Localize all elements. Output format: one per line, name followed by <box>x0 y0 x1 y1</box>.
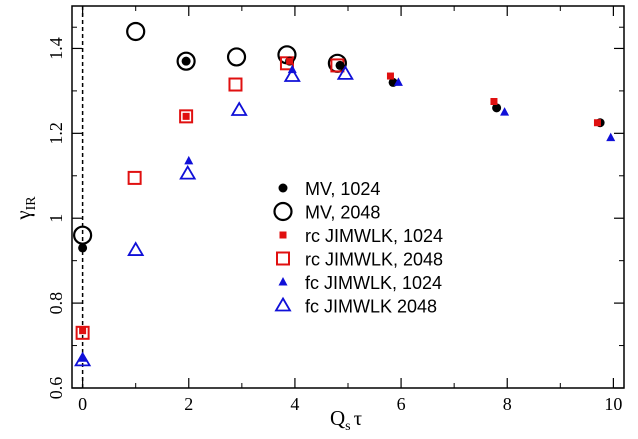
legend-label-fc-jimwlk-1024: fc JIMWLK, 1024 <box>305 273 442 293</box>
data-point-rc-jimwlk-1024 <box>79 327 87 335</box>
data-point-rc-jimwlk-2048 <box>127 170 142 185</box>
data-point-mv-1024 <box>335 60 345 70</box>
legend-marker-fc-jimwlk-1024 <box>278 277 288 286</box>
y-axis-title: γIR <box>11 196 39 221</box>
data-point-fc-jimwlk-2048 <box>127 241 145 256</box>
legend: MV, 1024 MV, 2048 rc JIMWLK, 1024 rc JIMWLK… <box>273 179 443 317</box>
y-tick-label: 0.8 <box>46 292 66 315</box>
legend-label-rc-jimwlk-2048: rc JIMWLK, 2048 <box>305 250 443 270</box>
legend-label-mv-2048: MV, 2048 <box>305 203 380 223</box>
x-tick-label: 2 <box>184 394 193 414</box>
x-axis-title: Qs τ <box>330 406 362 434</box>
data-point-fc-jimwlk-1024 <box>184 155 194 165</box>
data-point-rc-jimwlk-1024 <box>182 112 190 120</box>
data-point-fc-jimwlk-1024 <box>393 77 403 86</box>
legend-marker-rc-jimwlk-1024 <box>279 231 287 239</box>
data-point-rc-jimwlk-1024 <box>286 57 294 65</box>
legend-marker-rc-jimwlk-2048 <box>276 251 290 266</box>
data-point-fc-jimwlk-2048 <box>179 164 197 180</box>
data-point-rc-jimwlk-2048 <box>75 325 90 340</box>
legend-label-fc-jimwlk-2048: fc JIMWLK 2048 <box>305 297 437 317</box>
data-point-mv-2048 <box>176 51 196 71</box>
data-point-fc-jimwlk-1024 <box>606 132 616 142</box>
legend-marker-fc-jimwlk-2048 <box>274 296 292 312</box>
data-point-rc-jimwlk-2048 <box>228 77 243 92</box>
data-point-mv-1024 <box>492 103 502 113</box>
y-tick-label: 1.2 <box>46 122 66 145</box>
x-tick-label: 4 <box>290 394 299 414</box>
data-point-fc-jimwlk-2048 <box>74 351 92 367</box>
x-tick-label: 10 <box>604 394 622 414</box>
data-point-mv-2048 <box>226 47 247 67</box>
legend-marker-mv-2048 <box>273 201 293 222</box>
x-tick-label: 6 <box>397 394 406 414</box>
data-point-fc-jimwlk-1024 <box>78 353 88 362</box>
data-points <box>73 21 616 367</box>
y-axis-title-sub: IR <box>24 196 39 211</box>
data-point-rc-jimwlk-1024 <box>386 72 394 80</box>
data-point-mv-1024 <box>181 56 191 66</box>
x-axis-title-tail: τ <box>354 406 362 430</box>
x-axis-title-main: Q <box>330 406 345 430</box>
data-point-fc-jimwlk-1024 <box>287 64 297 74</box>
data-point-fc-jimwlk-2048 <box>230 101 248 116</box>
x-tick-label: 8 <box>503 394 512 414</box>
data-point-fc-jimwlk-1024 <box>500 107 510 116</box>
data-point-rc-jimwlk-2048 <box>179 109 194 124</box>
y-tick-label: 1 <box>46 214 66 223</box>
data-point-fc-jimwlk-2048 <box>283 67 301 82</box>
y-tick-label: 0.6 <box>46 377 66 400</box>
data-point-mv-1024 <box>78 243 88 253</box>
legend-label-mv-1024: MV, 1024 <box>305 179 380 199</box>
axis-tick-labels: 0 2 4 6 8 10 0.6 0.8 1 1.2 1.4 <box>46 37 622 414</box>
axis-ticks <box>72 6 624 389</box>
legend-label-rc-jimwlk-1024: rc JIMWLK, 1024 <box>305 226 443 246</box>
data-point-rc-jimwlk-1024 <box>593 119 601 127</box>
data-point-mv-2048 <box>73 225 93 245</box>
data-point-rc-jimwlk-1024 <box>490 98 498 105</box>
legend-marker-mv-1024 <box>278 183 288 193</box>
x-tick-label: 0 <box>78 394 87 414</box>
y-axis-title-main: γ <box>11 210 35 220</box>
data-point-mv-2048 <box>126 21 146 42</box>
x-axis-title-sub: s <box>345 419 350 434</box>
y-tick-label: 1.4 <box>46 37 66 60</box>
data-point-fc-jimwlk-2048 <box>336 65 354 80</box>
